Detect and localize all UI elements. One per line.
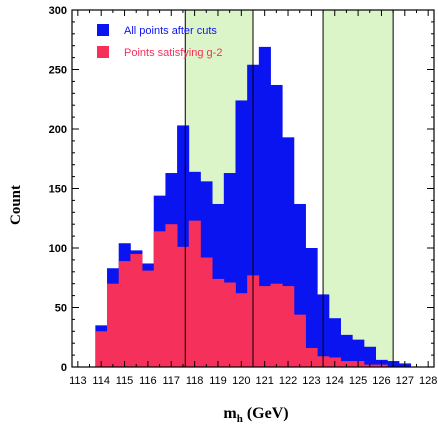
x-axis-title-unit: (GeV) — [243, 405, 289, 422]
bar-all-points-19 — [305, 248, 318, 367]
x-tick-label-115: 115 — [116, 375, 134, 387]
bar-g2-points-1 — [95, 331, 108, 367]
band-boundaries — [184, 10, 394, 367]
x-tick-label-125: 125 — [349, 375, 367, 387]
bar-g2-points-16 — [270, 283, 283, 367]
x-tick-label-122: 122 — [279, 375, 297, 387]
bar-g2-points-10 — [200, 257, 213, 367]
bar-g2-points-2 — [107, 283, 120, 367]
x-tick-label-113: 113 — [69, 375, 87, 387]
bar-g2-points-18 — [293, 314, 306, 367]
bar-all-points-23 — [352, 339, 365, 367]
y-tick-label-250: 250 — [49, 65, 67, 77]
x-tick-label-128: 128 — [419, 375, 437, 387]
band-2 — [323, 10, 394, 367]
bar-g2-points-5 — [142, 270, 155, 367]
legend: All points after cuts Points satisfying g… — [97, 24, 222, 59]
bar-g2-points-19 — [305, 347, 318, 367]
bar-g2-points-13 — [235, 293, 248, 367]
legend-swatch-2 — [97, 46, 109, 58]
x-tick-label-123: 123 — [302, 375, 320, 387]
bar-g2-points-8 — [177, 246, 190, 367]
x-tick-label-118: 118 — [186, 375, 204, 387]
bar-g2-points-4 — [130, 253, 143, 367]
x-tick-label-121: 121 — [255, 375, 273, 387]
legend-label-1: All points after cuts — [124, 25, 217, 37]
bar-all-points-24 — [363, 346, 377, 367]
y-axis-title: Count — [8, 185, 24, 225]
x-axis-title-subscript: h — [237, 413, 243, 425]
bar-g2-points-7 — [165, 224, 178, 367]
bar-g2-points-12 — [223, 282, 236, 367]
x-tick-label-116: 116 — [139, 375, 157, 387]
bar-g2-points-6 — [153, 231, 166, 367]
bar-g2-points-15 — [258, 286, 271, 367]
bar-g2-points-9 — [188, 220, 201, 367]
x-tick-label-124: 124 — [326, 375, 344, 387]
x-tick-label-120: 120 — [232, 375, 250, 387]
y-tick-label-300: 300 — [49, 5, 67, 17]
x-axis-title: mh (GeV) — [223, 405, 288, 425]
y-tick-label-50: 50 — [55, 303, 67, 315]
bar-all-points-22 — [340, 334, 353, 367]
tick-marks: 113 114 115 116 117 118 119 120 121 122 123 124 125 1… — [49, 5, 438, 387]
bar-g2-points-11 — [212, 278, 225, 367]
x-tick-label-126: 126 — [372, 375, 390, 387]
x-tick-label-127: 127 — [396, 375, 414, 387]
x-tick-label-119: 119 — [209, 375, 227, 387]
bar-all-points-21 — [328, 318, 341, 367]
y-tick-label-0: 0 — [61, 362, 67, 374]
x-tick-label-114: 114 — [92, 375, 110, 387]
bar-g2-points-17 — [282, 286, 295, 367]
bar-g2-points-3 — [118, 261, 131, 367]
legend-swatch-1 — [97, 24, 109, 36]
legend-label-2: Points satisfying g-2 — [124, 47, 222, 59]
y-tick-label-200: 200 — [49, 124, 67, 136]
y-tick-label-150: 150 — [49, 184, 67, 196]
y-tick-label-100: 100 — [49, 243, 67, 255]
x-axis-title-main: m — [223, 405, 237, 422]
histogram-bars — [95, 46, 412, 368]
x-tick-label-117: 117 — [162, 375, 180, 387]
